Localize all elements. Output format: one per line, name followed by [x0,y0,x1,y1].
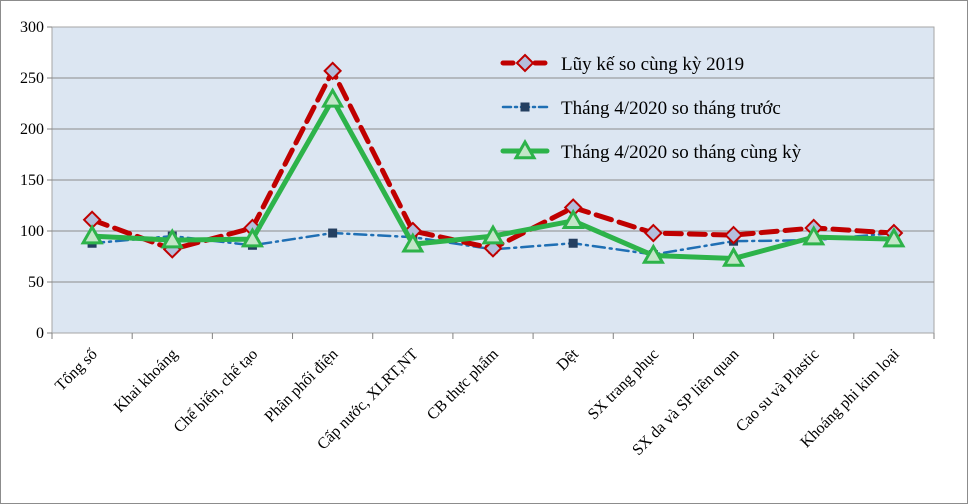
y-axis: 0 50 100 150 200 250 300 [20,19,52,342]
series-3-point [882,227,906,248]
series-3-point [160,228,184,249]
x-category-label: Khai khoáng [111,346,181,416]
legend-label-3: Tháng 4/2020 so tháng cùng kỳ [561,142,802,163]
series-2-point [328,228,338,238]
series-layer [80,61,906,267]
series-2-point [568,238,578,248]
y-tick-label: 250 [20,70,44,87]
series-3-point [321,87,345,108]
legend-marker-1 [515,53,535,73]
legend-marker-3 [513,138,537,160]
series-3-point [802,225,826,246]
x-category-label: Cao su và Plastic [733,346,823,436]
x-category-label: Phân phối điện [262,346,342,426]
series-3-point [240,227,265,248]
series-1-point [724,225,743,245]
legend: Lũy kế so cùng kỳ 2019 Tháng 4/2020 so th… [500,53,802,163]
y-tick-label: 300 [20,19,44,36]
series-3-point [80,224,104,245]
legend-marker-2 [520,102,530,112]
series-3-point [641,243,665,264]
y-tick-label: 50 [28,274,44,291]
series-3-point [401,232,425,253]
series-1-point [323,61,343,81]
y-tick-label: 0 [36,325,44,342]
x-category-label: Dệt [554,345,583,374]
legend-label-1: Lũy kế so cùng kỳ 2019 [561,54,744,75]
series-3-point [481,224,505,245]
x-category-label: SX trang phục [585,346,662,423]
series-1-point [643,223,663,243]
y-tick-label: 100 [20,223,44,240]
x-category-label: CB thực phẩm [424,345,502,423]
series-3-point [561,208,585,230]
series-3-point [721,246,746,267]
series-3 [80,87,906,267]
x-category-label: Chế biến, chế tạo [171,346,262,437]
y-tick-label: 200 [20,121,44,138]
x-category-label: Tổng số [52,346,101,395]
y-tick-label: 150 [20,172,44,189]
legend-label-2: Tháng 4/2020 so tháng trước [561,98,781,119]
